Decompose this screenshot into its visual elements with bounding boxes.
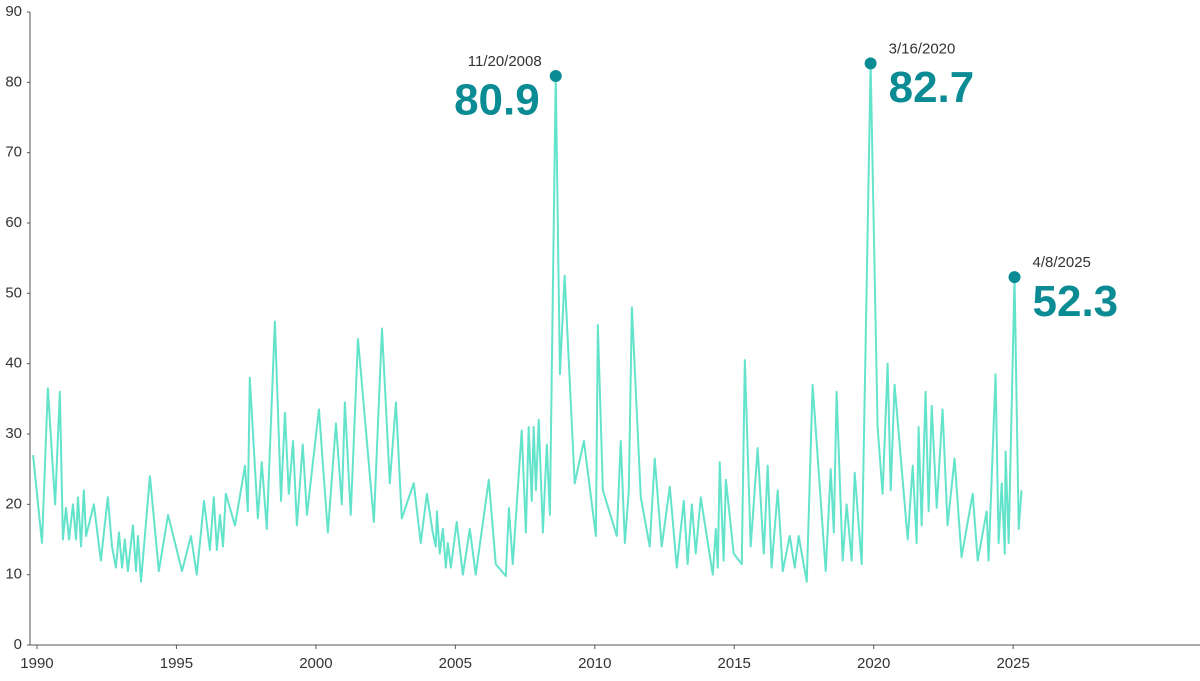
y-tick-label: 40 [5, 355, 22, 372]
annotation-value: 82.7 [889, 63, 975, 112]
annotation-date: 3/16/2020 [889, 40, 956, 57]
x-tick-label: 2015 [718, 655, 751, 672]
annotation-value: 80.9 [454, 76, 540, 125]
x-tick-label: 2020 [857, 655, 890, 672]
annotation-value: 52.3 [1033, 277, 1119, 326]
annotation-marker [864, 57, 877, 70]
x-tick-label: 1990 [20, 655, 53, 672]
y-tick-label: 20 [5, 495, 22, 512]
x-tick-label: 2005 [439, 655, 472, 672]
y-tick-label: 60 [5, 214, 22, 231]
annotation-marker [1008, 271, 1021, 284]
annotation-date: 4/8/2025 [1033, 254, 1091, 271]
y-tick-label: 30 [5, 425, 22, 442]
annotation-date: 11/20/2008 [468, 53, 542, 70]
y-tick-label: 50 [5, 284, 22, 301]
y-tick-label: 10 [5, 566, 22, 583]
x-tick-label: 2000 [299, 655, 332, 672]
y-tick-label: 90 [5, 3, 22, 20]
y-tick-label: 70 [5, 144, 22, 161]
y-tick-label: 80 [5, 73, 22, 90]
x-tick-label: 2025 [996, 655, 1029, 672]
x-tick-label: 1995 [160, 655, 193, 672]
annotation-marker [549, 70, 562, 83]
y-tick-label: 0 [14, 636, 22, 653]
x-tick-label: 2010 [578, 655, 611, 672]
data-line [32, 62, 1023, 583]
